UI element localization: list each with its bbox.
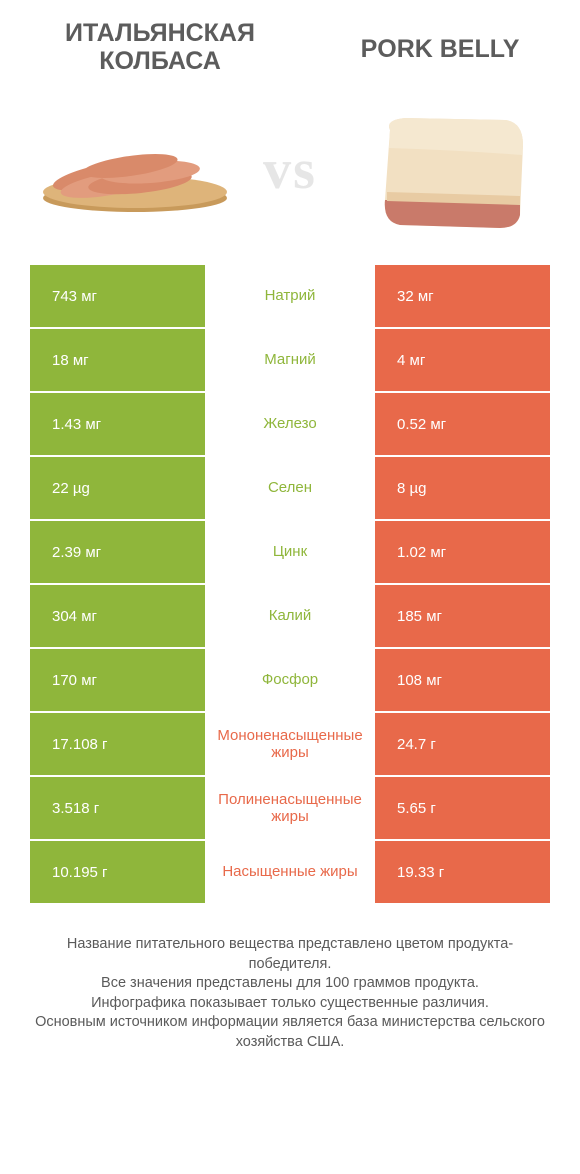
left-product-image: [30, 100, 230, 240]
header: Итальянская колбаса Pork belly: [0, 0, 580, 85]
comparison-table: 743 мгНатрий32 мг18 мгМагний4 мг1.43 мгЖ…: [0, 265, 580, 903]
right-value-cell: 185 мг: [375, 585, 550, 647]
right-value-cell: 19.33 г: [375, 841, 550, 903]
left-value-cell: 18 мг: [30, 329, 205, 391]
right-value-cell: 5.65 г: [375, 777, 550, 839]
nutrient-label: Селен: [205, 457, 375, 519]
footer-line: Название питательного вещества представл…: [30, 935, 550, 974]
nutrient-label: Насыщенные жиры: [205, 841, 375, 903]
table-row: 10.195 гНасыщенные жиры19.33 г: [30, 841, 550, 903]
nutrient-label: Мононенасыщенные жиры: [205, 713, 375, 775]
nutrient-label: Натрий: [205, 265, 375, 327]
right-value-cell: 24.7 г: [375, 713, 550, 775]
right-value-cell: 8 µg: [375, 457, 550, 519]
left-value-cell: 743 мг: [30, 265, 205, 327]
footer-notes: Название питательного вещества представл…: [0, 905, 580, 1052]
nutrient-label: Железо: [205, 393, 375, 455]
right-value-cell: 32 мг: [375, 265, 550, 327]
vs-label: vs: [263, 138, 317, 202]
left-value-cell: 22 µg: [30, 457, 205, 519]
image-row: vs: [0, 85, 580, 265]
left-value-cell: 170 мг: [30, 649, 205, 711]
table-row: 17.108 гМононенасыщенные жиры24.7 г: [30, 713, 550, 775]
table-row: 1.43 мгЖелезо0.52 мг: [30, 393, 550, 455]
table-row: 743 мгНатрий32 мг: [30, 265, 550, 327]
left-value-cell: 10.195 г: [30, 841, 205, 903]
left-value-cell: 3.518 г: [30, 777, 205, 839]
footer-line: Основным источником информации является …: [30, 1013, 550, 1052]
nutrient-label: Полиненасыщенные жиры: [205, 777, 375, 839]
right-product-title: Pork belly: [340, 20, 540, 64]
table-row: 170 мгФосфор108 мг: [30, 649, 550, 711]
nutrient-label: Магний: [205, 329, 375, 391]
right-value-cell: 1.02 мг: [375, 521, 550, 583]
left-value-cell: 17.108 г: [30, 713, 205, 775]
left-value-cell: 2.39 мг: [30, 521, 205, 583]
table-row: 304 мгКалий185 мг: [30, 585, 550, 647]
table-row: 18 мгМагний4 мг: [30, 329, 550, 391]
left-value-cell: 1.43 мг: [30, 393, 205, 455]
left-value-cell: 304 мг: [30, 585, 205, 647]
nutrient-label: Цинк: [205, 521, 375, 583]
table-row: 3.518 гПолиненасыщенные жиры5.65 г: [30, 777, 550, 839]
table-row: 22 µgСелен8 µg: [30, 457, 550, 519]
footer-line: Инфографика показывает только существенн…: [30, 994, 550, 1014]
right-value-cell: 4 мг: [375, 329, 550, 391]
table-row: 2.39 мгЦинк1.02 мг: [30, 521, 550, 583]
left-product-title: Итальянская колбаса: [40, 20, 280, 75]
nutrient-label: Фосфор: [205, 649, 375, 711]
nutrient-label: Калий: [205, 585, 375, 647]
right-value-cell: 108 мг: [375, 649, 550, 711]
footer-line: Все значения представлены для 100 граммо…: [30, 974, 550, 994]
right-product-image: [350, 100, 550, 240]
right-value-cell: 0.52 мг: [375, 393, 550, 455]
